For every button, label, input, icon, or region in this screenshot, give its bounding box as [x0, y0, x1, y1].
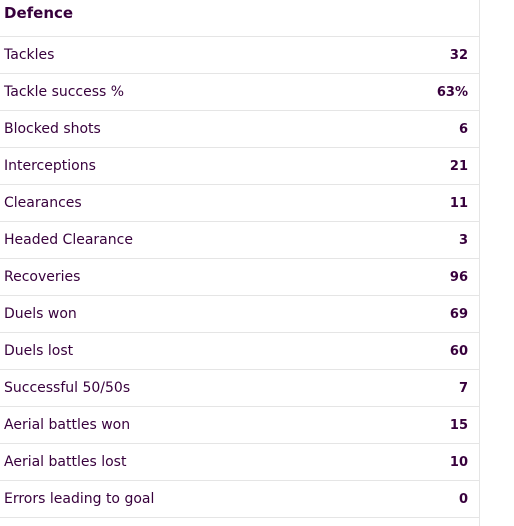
stat-value: 0	[458, 491, 468, 507]
stat-label: Tackle success %	[4, 84, 125, 100]
stat-value: 69	[449, 306, 468, 322]
stat-value: 60	[449, 343, 468, 359]
stat-label: Interceptions	[4, 158, 96, 174]
stat-label: Successful 50/50s	[4, 380, 131, 396]
stat-label: Tackles	[4, 47, 55, 63]
stat-label: Headed Clearance	[4, 232, 133, 248]
stat-value: 11	[449, 195, 468, 211]
stat-label: Clearances	[4, 195, 82, 211]
stat-label: Aerial battles lost	[4, 454, 127, 470]
stat-row-errors-leading-to-goal: Errors leading to goal 0	[0, 481, 479, 518]
stat-label: Blocked shots	[4, 121, 101, 137]
section-title: Defence	[0, 0, 479, 37]
stat-value: 63%	[436, 84, 468, 100]
stat-label: Aerial battles won	[4, 417, 131, 433]
stat-label: Recoveries	[4, 269, 81, 285]
stat-row-recoveries: Recoveries 96	[0, 259, 479, 296]
stat-row-duels-won: Duels won 69	[0, 296, 479, 333]
defence-stats-panel: Defence Tackles 32 Tackle success % 63% …	[0, 0, 480, 526]
stat-value: 7	[458, 380, 468, 396]
stat-label: Duels lost	[4, 343, 74, 359]
stat-row-duels-lost: Duels lost 60	[0, 333, 479, 370]
stat-value: 15	[449, 417, 468, 433]
stat-row-blocked-shots: Blocked shots 6	[0, 111, 479, 148]
stat-value: 10	[449, 454, 468, 470]
stat-row-headed-clearance: Headed Clearance 3	[0, 222, 479, 259]
stat-value: 21	[449, 158, 468, 174]
stat-value: 96	[449, 269, 468, 285]
stat-value: 32	[449, 47, 468, 63]
stat-row-aerial-battles-lost: Aerial battles lost 10	[0, 444, 479, 481]
stat-row-interceptions: Interceptions 21	[0, 148, 479, 185]
stat-row-tackle-success: Tackle success % 63%	[0, 74, 479, 111]
stat-value: 3	[458, 232, 468, 248]
stat-row-aerial-battles-won: Aerial battles won 15	[0, 407, 479, 444]
stat-label: Duels won	[4, 306, 77, 322]
stat-row-clearances: Clearances 11	[0, 185, 479, 222]
stat-label: Errors leading to goal	[4, 491, 155, 507]
stat-row-tackles: Tackles 32	[0, 37, 479, 74]
stat-row-successful-50-50s: Successful 50/50s 7	[0, 370, 479, 407]
stat-value: 6	[458, 121, 468, 137]
